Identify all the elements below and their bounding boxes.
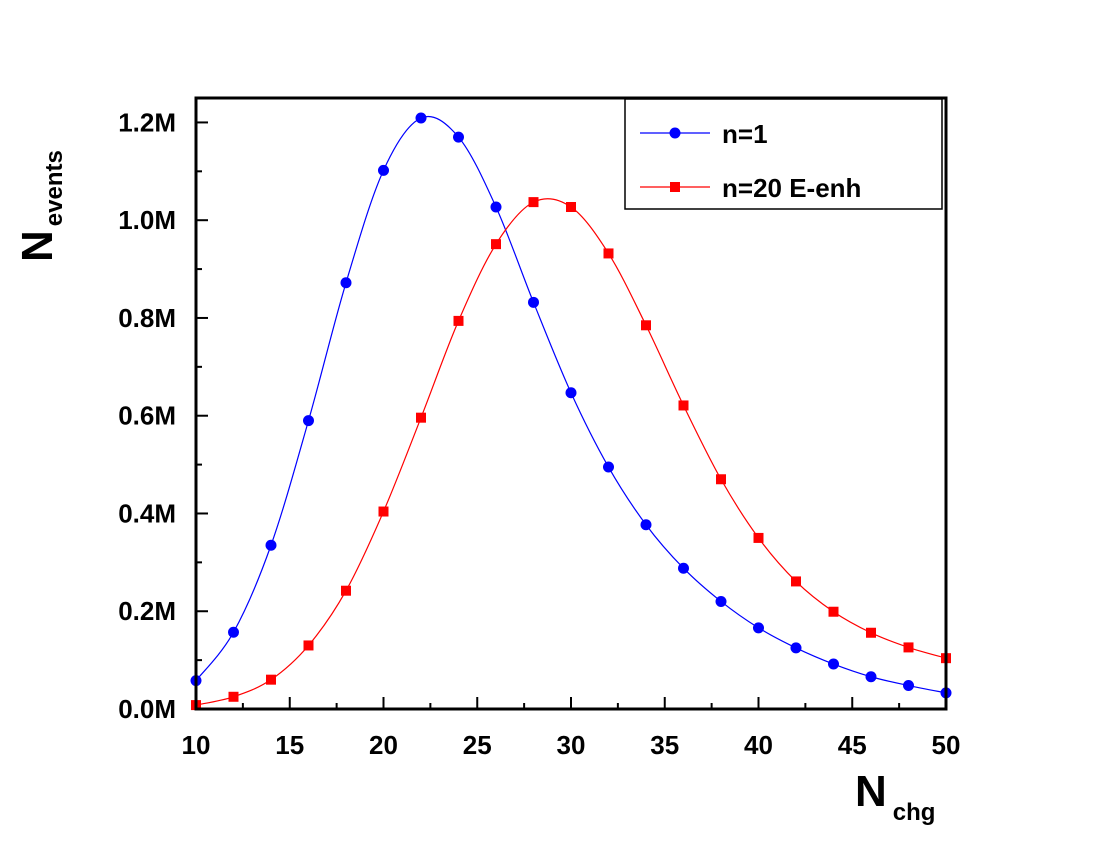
x-tick-label-10: 10	[182, 730, 211, 760]
point-n1-32	[603, 461, 614, 473]
point-n20-40	[753, 532, 764, 543]
svg-text:Nevents: Nevents	[13, 150, 68, 262]
x-tick-label-35: 35	[650, 730, 679, 760]
y-tick-label-4: 0.8M	[118, 303, 176, 333]
point-n20-16	[303, 640, 314, 651]
y-axis-title-sub: events	[41, 150, 68, 226]
point-n1-38	[715, 595, 727, 607]
point-n1-40	[753, 622, 764, 634]
y-tick-label-1: 0.2M	[118, 596, 176, 626]
point-n1-46	[865, 671, 877, 683]
point-n20-44	[828, 606, 839, 617]
axes: 10 15 20 25 30 35 40 45 50 0.0M 0.2M 0.4M 0.6M 0.8M 1.…	[118, 96, 961, 760]
point-n20-26	[491, 239, 501, 250]
point-n1-36	[678, 562, 689, 574]
point-n20-36	[678, 400, 689, 411]
series-line-n20	[195, 198, 947, 706]
x-tick-label-40: 40	[744, 730, 773, 760]
x-axis-title-main: N	[855, 767, 887, 816]
point-n20-12	[228, 691, 239, 702]
point-n1-44	[828, 658, 839, 670]
x-tick-label-25: 25	[463, 730, 492, 760]
y-axis-title: Nevents	[13, 150, 68, 262]
point-n20-22	[416, 412, 426, 423]
legend-label-n20: n=20 E-enh	[722, 173, 861, 203]
y-tick-label-6: 1.2M	[118, 107, 176, 137]
point-n20-46	[866, 627, 876, 638]
point-n1-16	[303, 415, 314, 427]
point-n1-12	[228, 626, 239, 638]
y-axis-title-main: N	[13, 230, 62, 262]
legend: n=1 n=20 E-enh	[624, 98, 943, 210]
point-n1-42	[790, 642, 802, 654]
point-n20-38	[716, 474, 726, 485]
y-tick-label-3: 0.6M	[118, 401, 176, 431]
y-tick-label-5: 1.0M	[118, 205, 176, 235]
legend-item-n1: n=1	[640, 119, 768, 149]
point-n1-22	[415, 112, 427, 124]
point-n1-26	[490, 201, 502, 213]
x-tick-label-50: 50	[932, 730, 961, 760]
x-tick-label-20: 20	[369, 730, 398, 760]
point-n20-34	[641, 320, 651, 331]
point-n1-20	[378, 164, 389, 176]
point-n20-32	[603, 248, 614, 259]
legend-marker-n1	[669, 127, 681, 139]
point-n1-28	[528, 296, 539, 308]
legend-label-n1: n=1	[722, 119, 768, 149]
x-tick-label-45: 45	[838, 730, 867, 760]
plot-area	[190, 112, 952, 711]
point-n20-20	[378, 506, 389, 517]
legend-marker-n20	[670, 182, 680, 192]
point-n1-30	[565, 387, 577, 399]
point-n1-24	[453, 131, 464, 143]
legend-item-n20: n=20 E-enh	[640, 173, 861, 203]
point-n20-48	[903, 642, 914, 653]
y-tick-label-0: 0.0M	[118, 694, 176, 724]
point-n20-30	[566, 202, 576, 213]
point-n1-18	[340, 277, 352, 289]
x-axis-title-sub: chg	[893, 799, 936, 826]
y-tick-label-2: 0.4M	[118, 498, 176, 528]
point-n20-42	[791, 576, 801, 587]
x-tick-label-15: 15	[275, 730, 304, 760]
point-n1-34	[640, 519, 652, 531]
point-n20-14	[266, 674, 276, 685]
point-n1-48	[903, 680, 914, 692]
x-tick-label-30: 30	[557, 730, 586, 760]
point-n20-24	[453, 315, 464, 326]
point-n20-18	[341, 585, 351, 596]
point-n1-14	[265, 539, 277, 551]
point-n20-28	[528, 197, 539, 208]
